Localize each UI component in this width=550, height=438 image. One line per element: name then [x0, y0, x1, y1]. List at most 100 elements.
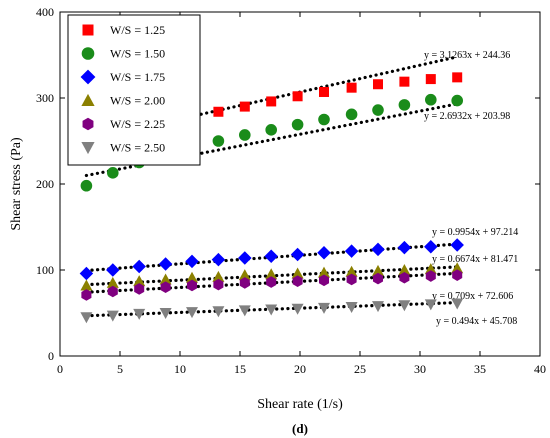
data-point: [452, 72, 463, 83]
legend-label: W/S = 1.50: [110, 47, 165, 61]
data-point: [106, 276, 119, 288]
data-point: [265, 124, 278, 136]
data-point: [133, 308, 146, 320]
data-point: [292, 275, 303, 287]
legend-marker: [80, 69, 96, 85]
data-point: [425, 93, 437, 106]
data-point: [265, 304, 278, 316]
data-point: [213, 278, 224, 291]
data-point: [346, 82, 357, 93]
data-point: [373, 79, 383, 90]
series-4: [80, 262, 464, 291]
data-point: [318, 113, 330, 126]
data-point: [317, 246, 331, 260]
data-point: [451, 262, 464, 274]
x-tick-label: 10: [174, 362, 186, 376]
data-point: [238, 251, 252, 265]
data-point: [345, 108, 358, 121]
data-point: [158, 257, 173, 271]
data-point: [264, 249, 278, 263]
x-tick-label: 20: [294, 362, 306, 376]
legend-marker: [82, 117, 94, 131]
data-point: [318, 266, 330, 278]
data-point: [291, 303, 304, 315]
data-point: [451, 94, 464, 107]
data-point: [159, 273, 172, 285]
data-point: [160, 281, 171, 293]
data-point: [159, 308, 172, 319]
legend-marker: [81, 93, 95, 106]
data-point: [371, 242, 385, 257]
x-tick-label: 5: [117, 362, 123, 376]
data-point: [80, 279, 93, 291]
data-point: [344, 244, 359, 258]
y-tick-label: 300: [36, 91, 54, 105]
data-point: [81, 289, 92, 301]
x-tick-label: 25: [354, 362, 366, 376]
data-point: [133, 275, 146, 287]
data-point: [238, 305, 251, 317]
fit-equation-label: y = 0.494x + 45.708: [436, 316, 517, 327]
y-tick-label: 200: [36, 177, 54, 191]
data-point: [132, 259, 146, 274]
data-point: [372, 264, 384, 276]
x-tick-label: 30: [414, 362, 426, 376]
data-point: [239, 277, 250, 289]
data-point: [80, 179, 93, 192]
data-point: [212, 135, 225, 147]
data-point: [290, 247, 305, 262]
data-point: [266, 276, 277, 288]
legend-label: W/S = 1.75: [110, 70, 165, 84]
data-point: [80, 312, 93, 324]
data-point: [211, 252, 226, 267]
data-point: [424, 240, 438, 254]
legend-box: [67, 14, 201, 166]
data-point: [79, 266, 94, 281]
y-tick-label: 0: [48, 349, 54, 363]
subfigure-label: (d): [292, 421, 308, 436]
data-point: [212, 270, 225, 282]
data-point: [397, 240, 412, 255]
legend-label: W/S = 2.50: [110, 141, 165, 155]
data-point: [239, 101, 250, 112]
data-point: [106, 310, 119, 322]
legend-marker: [82, 24, 94, 36]
data-point: [398, 300, 411, 312]
data-point: [318, 274, 330, 287]
series-5: [81, 269, 463, 301]
data-point: [424, 263, 437, 275]
data-point: [399, 271, 410, 284]
data-point: [318, 302, 330, 314]
legend-label: W/S = 2.00: [110, 94, 165, 108]
data-point: [372, 301, 384, 313]
data-point: [185, 254, 199, 269]
legend: W/S = 1.25 W/S = 1.50 W/S = 1.75 W/S = 2.00…: [67, 14, 201, 166]
legend-marker: [81, 142, 95, 155]
data-point: [452, 269, 463, 281]
data-point: [345, 265, 358, 277]
x-tick-label: 15: [234, 362, 246, 376]
data-point: [186, 307, 198, 319]
x-axis-title: Shear rate (1/s): [257, 397, 343, 412]
fit-equation-label: y = 3.1263x + 244.36: [424, 50, 510, 61]
x-tick-label: 0: [57, 362, 63, 376]
data-point: [212, 306, 225, 318]
data-point: [345, 301, 358, 313]
data-point: [399, 76, 410, 87]
y-axis-title: Shear stress (Pa): [9, 137, 24, 231]
data-point: [346, 273, 357, 286]
data-point: [186, 279, 198, 292]
data-point: [372, 104, 384, 116]
data-point: [186, 271, 198, 283]
x-tick-label: 35: [474, 362, 486, 376]
series-3: [79, 238, 464, 281]
y-tick-label: 100: [36, 263, 54, 277]
y-tick-label: 400: [36, 5, 54, 19]
fit-equation-label: y = 2.6932x + 203.98: [424, 111, 510, 122]
data-point: [292, 91, 303, 102]
legend-label: W/S = 2.25: [110, 117, 165, 131]
data-point: [424, 299, 437, 311]
data-point: [450, 238, 464, 252]
data-point: [398, 99, 411, 111]
